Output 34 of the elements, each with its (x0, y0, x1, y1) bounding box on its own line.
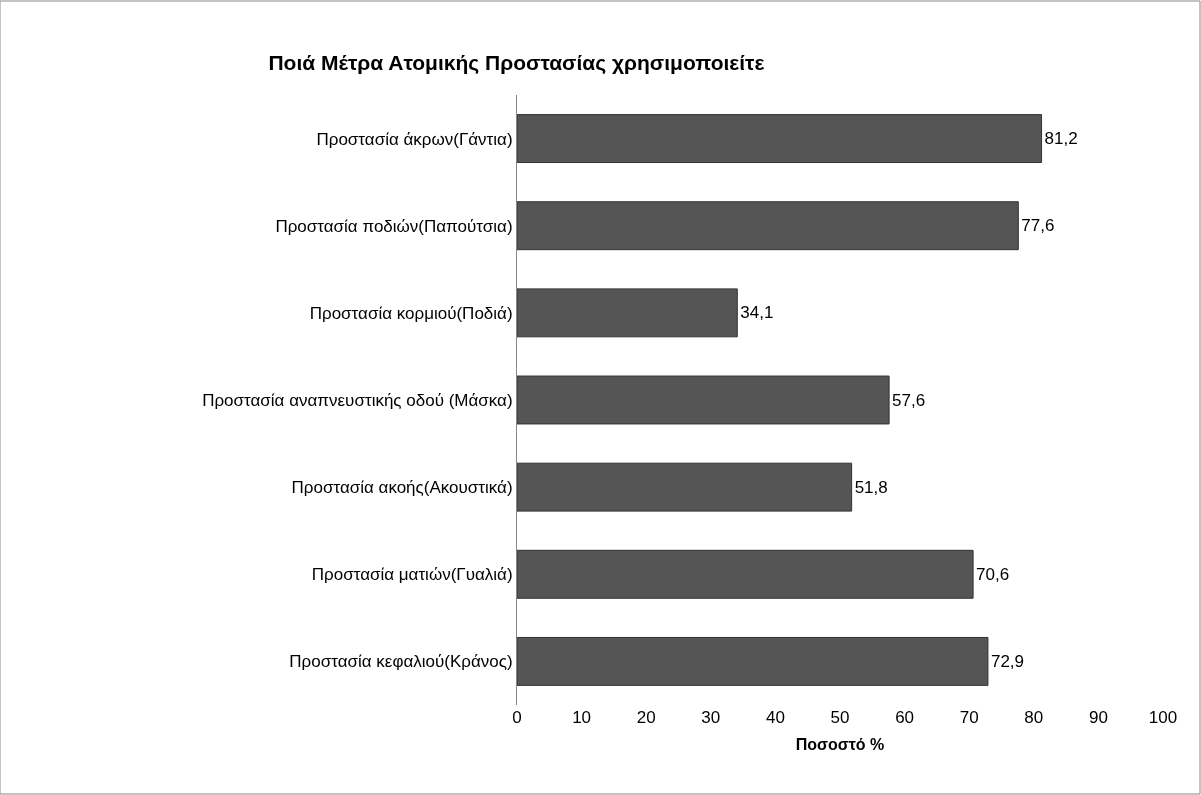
data-label: 77,6 (1021, 216, 1055, 236)
data-label: 72,9 (990, 651, 1025, 671)
y-tick-label: Προστασία ματιών(Γυαλιά) (311, 565, 513, 585)
data-label: 70,6 (976, 564, 1010, 584)
x-tick-label: 70 (959, 708, 979, 727)
bar (517, 288, 738, 338)
bar (517, 114, 1043, 164)
bar (517, 636, 989, 686)
x-tick-label: 100 (1148, 708, 1178, 727)
y-tick-label: Προστασία κορμιού(Ποδιά) (309, 303, 513, 323)
bar (517, 201, 1019, 251)
bar (517, 462, 853, 512)
y-tick-label: Προστασία άκρων(Γάντια) (316, 129, 513, 149)
y-tick-label: Προστασία κεφαλιού(Κράνος) (289, 652, 513, 672)
x-tick-label: 80 (1024, 708, 1044, 727)
x-tick-label: 30 (701, 708, 721, 727)
data-label: 51,8 (854, 477, 888, 497)
x-tick-label: 0 (512, 708, 522, 727)
x-tick-label: 20 (636, 708, 656, 727)
x-tick-label: 50 (830, 708, 850, 727)
data-label: 81,2 (1044, 129, 1078, 149)
y-tick-label: Προστασία ακοής(Ακουστικά) (291, 478, 513, 498)
x-tick-label: 10 (572, 708, 592, 727)
x-tick-label: 40 (765, 708, 785, 727)
y-tick-label: Προστασία ποδιών(Παπούτσια) (275, 216, 513, 236)
bar (517, 375, 890, 425)
x-tick-label: 90 (1088, 708, 1108, 727)
data-label: 34,1 (740, 303, 774, 323)
x-tick-label: 60 (895, 708, 915, 727)
y-tick-label: Προστασία αναπνευστικής οδού (Μάσκα) (202, 390, 513, 410)
data-label: 57,6 (892, 390, 926, 410)
bar (517, 549, 974, 599)
x-axis-title: Ποσοστό % (795, 735, 885, 753)
chart-title: Ποιά Μέτρα Ατομικής Προστασίας χρησιμοποιείτε (268, 51, 765, 76)
